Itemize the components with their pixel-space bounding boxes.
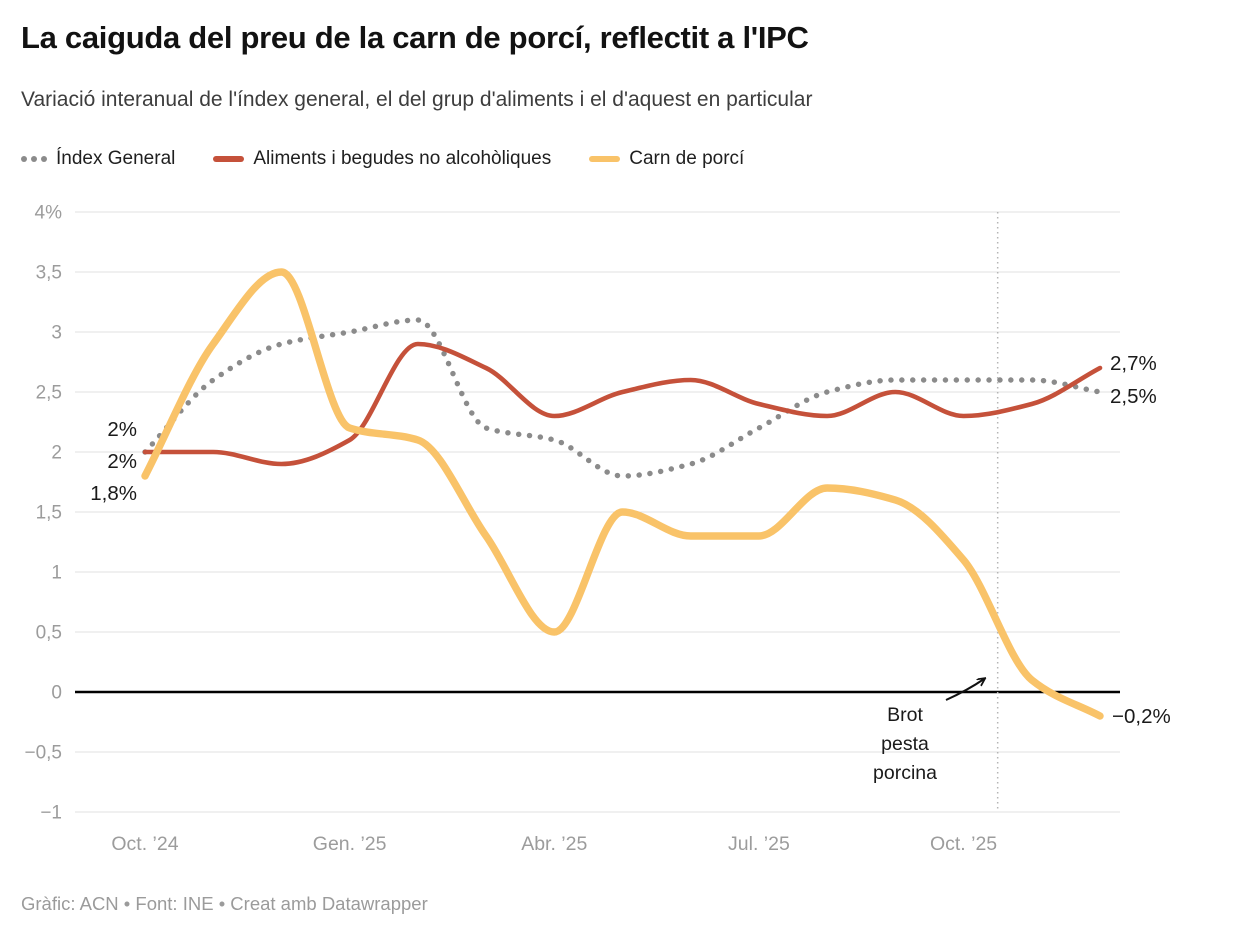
x-axis-tick-label: Gen. ’25 <box>313 833 387 855</box>
annotation-text: pesta <box>881 733 929 755</box>
y-axis-tick-label: 1,5 <box>36 503 62 524</box>
legend-label: Aliments i begudes no alcohòliques <box>253 148 552 169</box>
solid-line-swatch-icon <box>213 156 245 162</box>
x-axis-tick-label: Jul. ’25 <box>728 833 790 855</box>
y-axis-tick-label: 2 <box>51 443 62 464</box>
y-axis-tick-label: 2,5 <box>36 383 62 404</box>
chart-subtitle: Variació interanual de l'índex general, … <box>21 88 813 111</box>
series-line-aliments <box>142 341 1103 467</box>
series-line-carn-porci <box>141 268 1104 720</box>
series-end-value-label: 2,5% <box>1110 385 1157 408</box>
annotation-arrow <box>945 679 984 701</box>
y-axis-tick-label: 3,5 <box>36 263 62 284</box>
legend-label: Carn de porcí <box>629 148 745 169</box>
y-axis-tick-label: −0,5 <box>24 743 62 764</box>
x-axis-tick-label: Oct. ’25 <box>930 833 997 855</box>
annotation-text: Brot <box>887 704 923 726</box>
solid-line-swatch-icon <box>589 156 621 162</box>
legend-label: Índex General <box>56 148 176 169</box>
chart-legend: Índex General Aliments i begudes no alco… <box>21 148 744 170</box>
legend-item-aliments: Aliments i begudes no alcohòliques <box>213 148 551 170</box>
series-start-value-label: 1,8% <box>90 482 137 505</box>
annotation-text: porcina <box>873 762 937 784</box>
y-axis-tick-label: 1 <box>51 563 62 584</box>
series-start-value-label: 2% <box>107 450 137 473</box>
series-end-value-label: −0,2% <box>1112 705 1171 728</box>
attribution-footer: Gràfic: ACN • Font: INE • Creat amb Data… <box>21 893 428 914</box>
dotted-line-swatch-icon <box>21 156 47 162</box>
legend-item-porci: Carn de porcí <box>589 148 744 170</box>
y-axis-tick-label: 3 <box>51 323 62 344</box>
series-line-index-general <box>142 317 1103 479</box>
y-axis-tick-label: 4% <box>35 203 63 224</box>
x-axis-tick-label: Abr. ’25 <box>521 833 587 855</box>
y-axis-tick-label: 0,5 <box>36 623 62 644</box>
series-start-value-label: 2% <box>107 418 137 441</box>
y-axis-tick-label: −1 <box>40 803 62 824</box>
y-axis-tick-label: 0 <box>51 683 62 704</box>
series-end-value-label: 2,7% <box>1110 352 1157 375</box>
legend-item-index-general: Índex General <box>21 148 175 170</box>
x-axis-tick-label: Oct. ’24 <box>111 833 178 855</box>
page-title: La caiguda del preu de la carn de porcí,… <box>21 20 809 55</box>
